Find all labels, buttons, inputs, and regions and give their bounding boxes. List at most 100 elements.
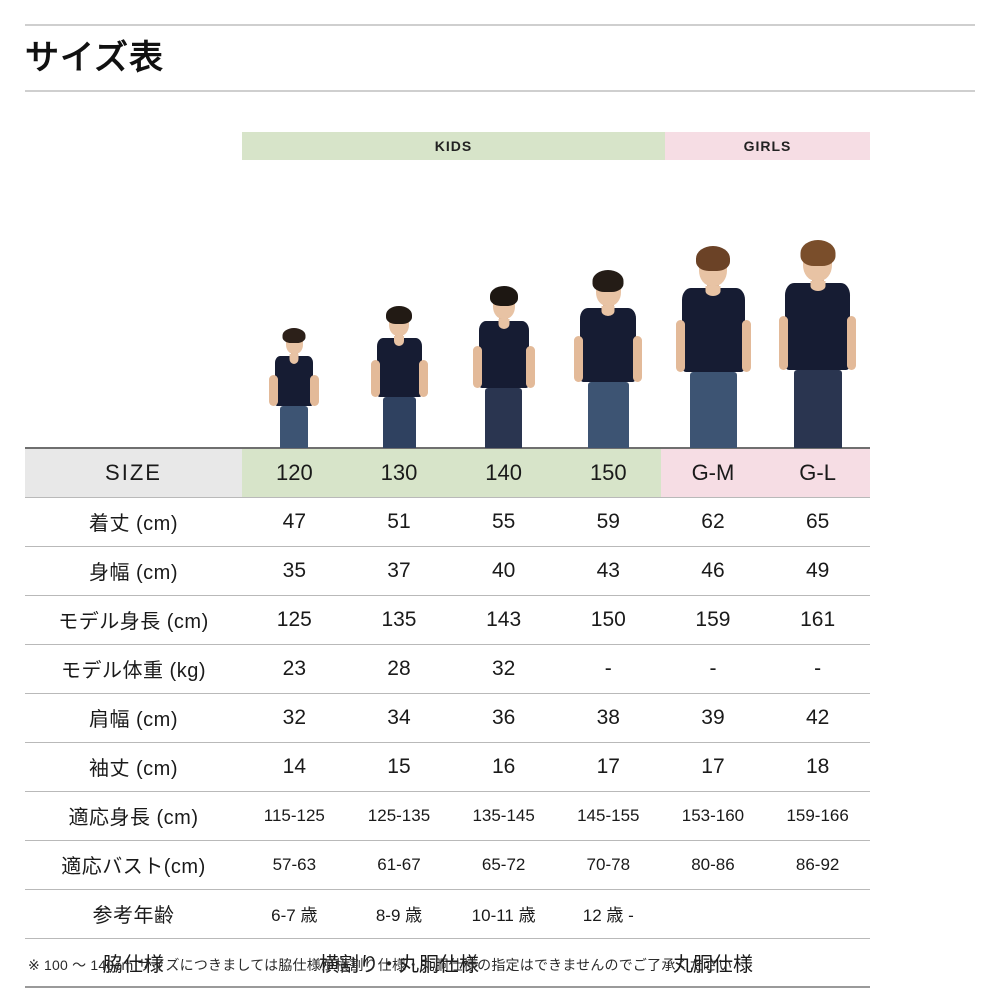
model-arm-right bbox=[418, 360, 428, 398]
model-arm-right bbox=[310, 375, 320, 406]
cell-G-L: - bbox=[765, 644, 870, 694]
model-hair bbox=[592, 270, 624, 292]
category-band-kids-label: KIDS bbox=[434, 138, 473, 154]
model-tshirt bbox=[269, 354, 320, 406]
model-collar bbox=[705, 286, 721, 296]
column-header-150: 150 bbox=[555, 447, 661, 498]
model-collar bbox=[498, 319, 510, 329]
model-head bbox=[282, 328, 306, 354]
row-label: モデル身長 (cm) bbox=[25, 595, 242, 645]
table-row: モデル身長 (cm) 125 135 143 150 159 161 bbox=[25, 595, 870, 645]
row-label: 袖丈 (cm) bbox=[25, 742, 242, 792]
cell-G-M: 39 bbox=[660, 693, 766, 743]
model-figure bbox=[765, 200, 870, 448]
model-head bbox=[386, 306, 412, 336]
model-hair bbox=[489, 286, 518, 306]
model-pants bbox=[689, 372, 737, 448]
cell-G-L: 42 bbox=[765, 693, 870, 743]
cell-G-L: 65 bbox=[765, 497, 870, 547]
cell-empty bbox=[660, 889, 870, 939]
model-body bbox=[556, 270, 661, 448]
cell-140: 32 bbox=[451, 644, 556, 694]
model-hair bbox=[696, 246, 731, 271]
model-arm-left bbox=[675, 319, 685, 372]
model-pants bbox=[485, 388, 523, 448]
model-arm-left bbox=[779, 316, 789, 371]
cell-130: 28 bbox=[346, 644, 452, 694]
row-label: 適応身長 (cm) bbox=[25, 791, 242, 841]
model-figure bbox=[556, 200, 661, 448]
cell-140: 36 bbox=[451, 693, 556, 743]
model-photo-strip bbox=[242, 200, 870, 448]
cell-140: 143 bbox=[451, 595, 556, 645]
model-pants bbox=[382, 397, 416, 448]
category-band-kids: KIDS bbox=[242, 132, 665, 160]
model-arm-right bbox=[633, 336, 643, 383]
table-row: 参考年齢 6-7 歳 8-9 歳 10-11 歳 12 歳 - bbox=[25, 889, 870, 939]
cell-150: 38 bbox=[555, 693, 661, 743]
cell-G-M: 80-86 bbox=[660, 840, 766, 890]
table-row: モデル体重 (kg) 23 28 32- - - bbox=[25, 644, 870, 694]
cell-120: 23 bbox=[242, 644, 347, 694]
row-label: 着丈 (cm) bbox=[25, 497, 242, 547]
cell-G-M: 159 bbox=[660, 595, 766, 645]
model-arm-left bbox=[574, 336, 584, 383]
category-band-girls: GIRLS bbox=[665, 132, 870, 160]
model-body bbox=[451, 286, 556, 448]
model-body bbox=[347, 306, 452, 448]
cell-130: 135 bbox=[346, 595, 452, 645]
model-pants bbox=[793, 370, 842, 448]
merged-cell-1: 丸胴仕様 bbox=[555, 938, 870, 988]
cell-120: 14 bbox=[242, 742, 347, 792]
cell-120: 35 bbox=[242, 546, 347, 596]
size-table: SIZE 120 130 140 150 G-M G-L 着丈 (cm) 47 51… bbox=[25, 447, 870, 988]
model-figure bbox=[347, 200, 452, 448]
row-label: 身幅 (cm) bbox=[25, 546, 242, 596]
model-body bbox=[765, 240, 870, 448]
model-hair bbox=[386, 306, 412, 324]
size-table-head: SIZE 120 130 140 150 G-M G-L bbox=[25, 447, 870, 498]
column-header-140: 140 bbox=[451, 447, 556, 498]
model-arm-left bbox=[370, 360, 380, 398]
cell-130: 125-135 bbox=[346, 791, 452, 841]
cell-120: 115-125 bbox=[242, 791, 347, 841]
cell-150: 43 bbox=[555, 546, 661, 596]
model-tshirt bbox=[779, 281, 857, 371]
cell-150: 17 bbox=[555, 742, 661, 792]
table-row-merged: 脇仕様 横割り・丸胴仕様 丸胴仕様 bbox=[25, 938, 870, 988]
category-band-girls-label: GIRLS bbox=[743, 138, 792, 154]
model-pants bbox=[587, 382, 629, 448]
cell-120: 57-63 bbox=[242, 840, 347, 890]
cell-G-M: - bbox=[660, 644, 766, 694]
size-table-body: 着丈 (cm) 47 51 55 59 62 65 身幅 (cm) 35 37 40 43 46 49 モデ… bbox=[25, 497, 870, 988]
model-head bbox=[489, 286, 518, 319]
model-hair bbox=[282, 328, 306, 343]
cell-120: 47 bbox=[242, 497, 347, 547]
column-header-gl: G-L bbox=[765, 447, 870, 498]
cell-140: 65-72 bbox=[451, 840, 556, 890]
model-collar bbox=[810, 281, 826, 291]
row-label: 肩幅 (cm) bbox=[25, 693, 242, 743]
model-head bbox=[800, 240, 836, 281]
cell-130: 15 bbox=[346, 742, 452, 792]
table-header-row: SIZE 120 130 140 150 G-M G-L bbox=[25, 447, 870, 498]
cell-120: 32 bbox=[242, 693, 347, 743]
cell-150: 70-78 bbox=[555, 840, 661, 890]
model-tshirt bbox=[675, 286, 751, 372]
size-header-cell: SIZE bbox=[25, 447, 242, 498]
model-figure bbox=[242, 200, 347, 448]
model-arm-left bbox=[269, 375, 279, 406]
cell-130: 37 bbox=[346, 546, 452, 596]
title-rule-bottom bbox=[25, 90, 975, 92]
model-head bbox=[696, 246, 731, 286]
model-head bbox=[592, 270, 624, 306]
model-arm-right bbox=[525, 346, 535, 389]
merged-cell-0: 横割り・丸胴仕様 bbox=[242, 938, 556, 988]
cell-150: 150 bbox=[555, 595, 661, 645]
model-collar bbox=[289, 354, 299, 364]
table-row: 適応身長 (cm) 115-125 125-135 135-145 145-155 153… bbox=[25, 791, 870, 841]
cell-G-M: 153-160 bbox=[660, 791, 766, 841]
cell-140: 40 bbox=[451, 546, 556, 596]
cell-G-M: 46 bbox=[660, 546, 766, 596]
page-title: サイズ表 bbox=[25, 39, 164, 77]
